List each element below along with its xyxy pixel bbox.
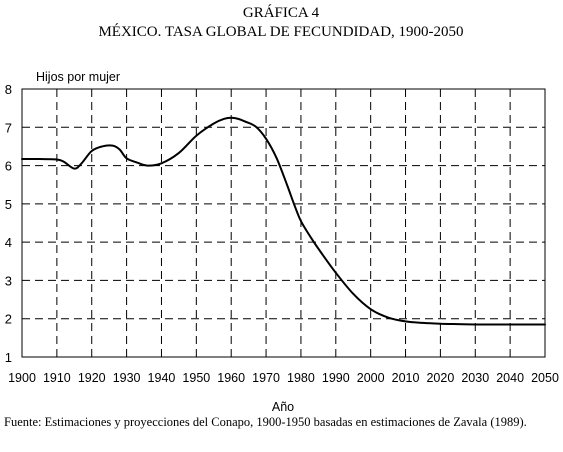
fertility-chart: GRÁFICA 4 MÉXICO. TASA GLOBAL DE FECUNDI… [5, 4, 559, 414]
x-tick-label: 1960 [217, 371, 245, 385]
fertility-rate-line [21, 116, 546, 326]
x-tick-label: 1970 [252, 371, 280, 385]
chart-title: GRÁFICA 4 [243, 4, 320, 21]
x-tick-label: 1910 [43, 371, 71, 385]
x-tick-labels: 1900 1910 1920 1930 1940 1950 1960 1970 1980 1990… [8, 371, 559, 385]
x-tick-label: 2030 [461, 371, 489, 385]
x-tick-label: 2050 [531, 371, 559, 385]
y-tick-label: 5 [5, 197, 12, 212]
chart-subtitle: MÉXICO. TASA GLOBAL DE FECUNDIDAD, 1900-… [98, 23, 463, 40]
x-tick-label: 1900 [8, 371, 36, 385]
y-tick-label: 2 [5, 312, 12, 327]
plot-frame [21, 88, 546, 358]
x-tick-label: 1920 [78, 371, 106, 385]
grid-lines [22, 89, 545, 357]
y-tick-label: 1 [5, 350, 12, 365]
y-tick-label: 4 [5, 235, 12, 250]
x-tick-label: 1990 [322, 371, 350, 385]
x-tick-label: 1940 [148, 371, 176, 385]
x-tick-label: 2000 [357, 371, 385, 385]
y-tick-label: 8 [5, 82, 12, 97]
y-tick-labels: 1 2 3 4 5 6 7 8 [5, 82, 12, 365]
x-axis-label: Año [272, 400, 294, 414]
y-tick-label: 3 [5, 273, 12, 288]
y-tick-label: 7 [5, 120, 12, 135]
x-tick-label: 1930 [113, 371, 141, 385]
x-tick-label: 2020 [426, 371, 454, 385]
x-tick-label: 1980 [287, 371, 315, 385]
x-tick-label: 1950 [182, 371, 210, 385]
source-note: Fuente: Estimaciones y proyecciones del … [4, 415, 527, 429]
y-tick-label: 6 [5, 159, 12, 174]
x-tick-label: 2040 [496, 371, 524, 385]
y-axis-label: Hijos por mujer [36, 70, 120, 84]
x-tick-label: 2010 [392, 371, 420, 385]
